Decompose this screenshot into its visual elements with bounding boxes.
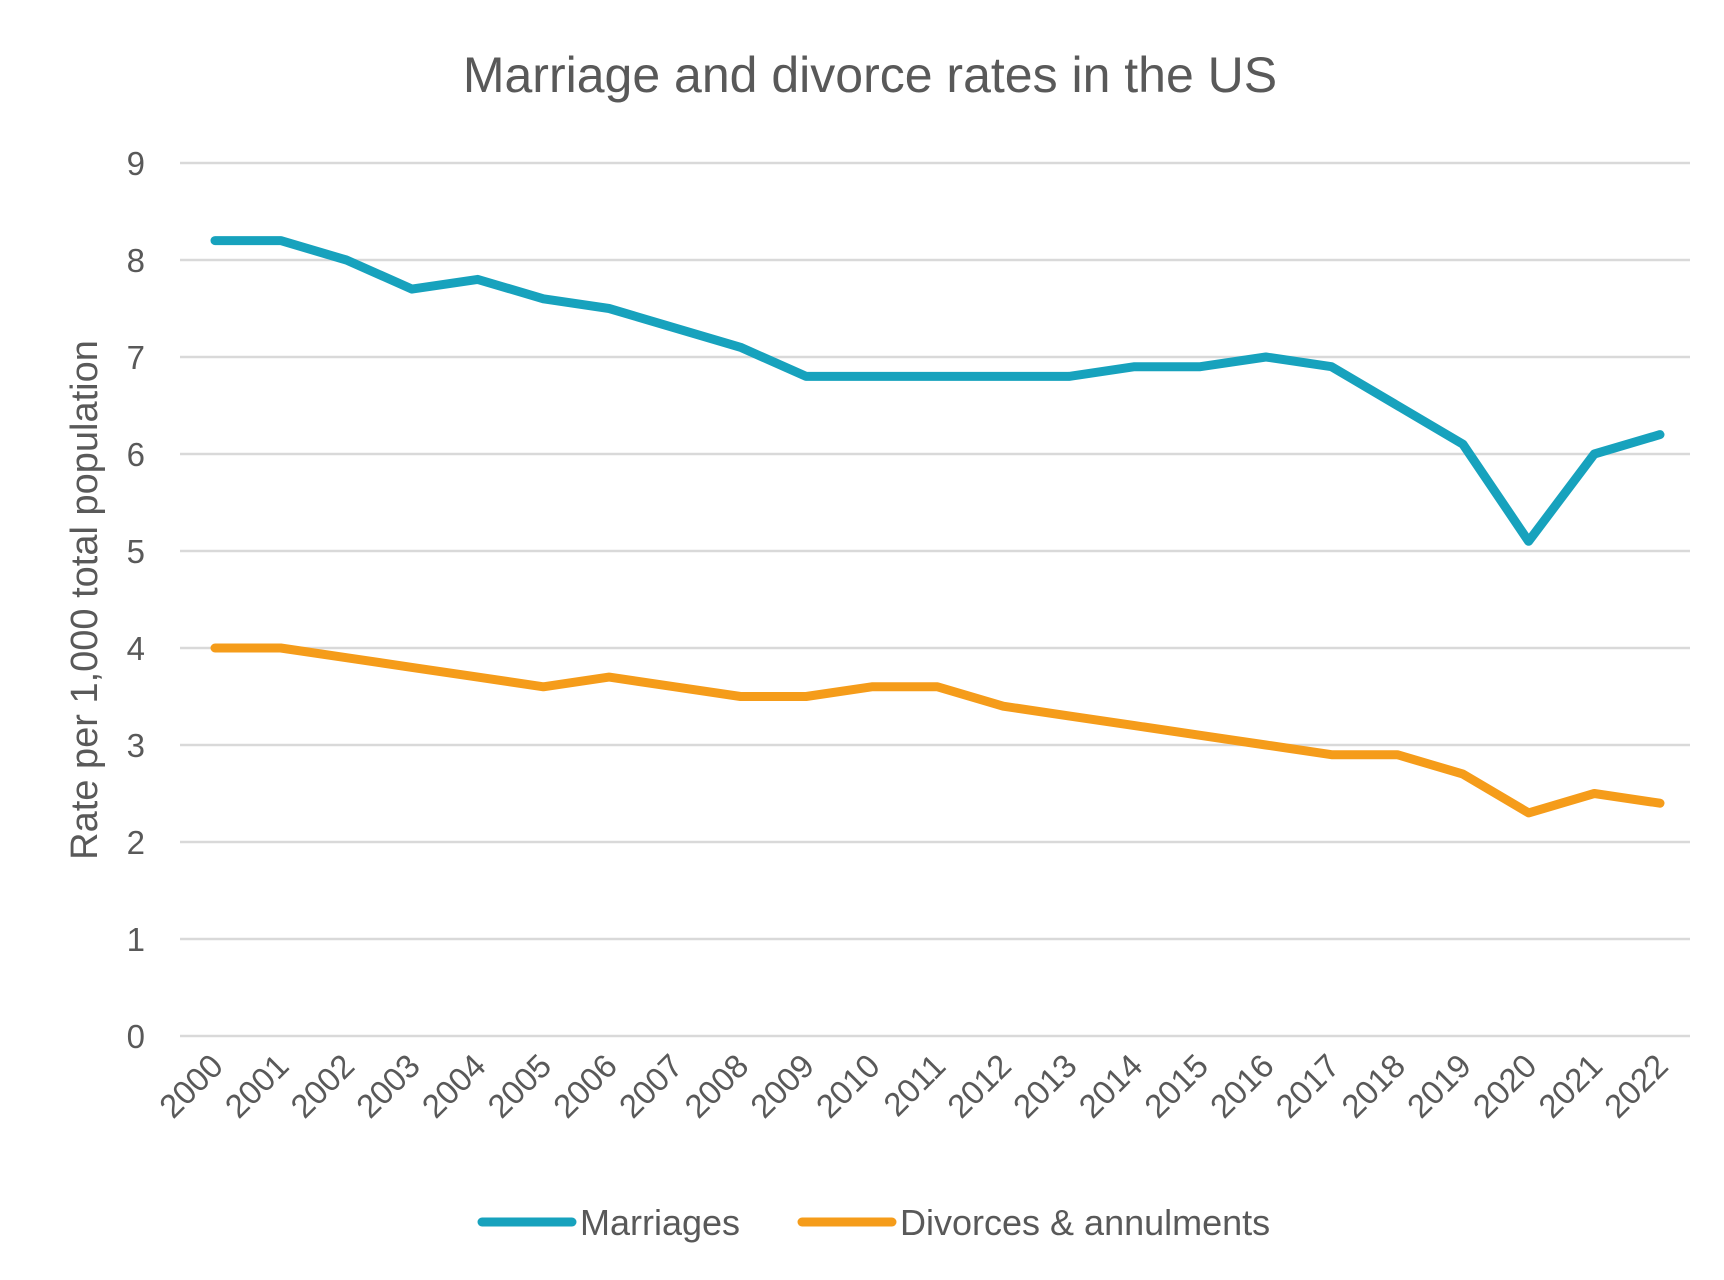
x-tick-label: 2022 [1597,1047,1675,1125]
x-axis-ticks: 2000200120022003200420052006200720082009… [152,1047,1675,1125]
y-tick-label: 1 [127,921,145,958]
x-tick-label: 2015 [1137,1047,1215,1125]
y-axis-title: Rate per 1,000 total population [64,340,106,860]
x-tick-label: 2021 [1531,1047,1609,1125]
x-tick-label: 2018 [1334,1047,1412,1125]
x-tick-label: 2005 [480,1047,558,1125]
x-tick-label: 2009 [743,1047,821,1125]
y-tick-label: 5 [127,533,145,570]
series-line-marriages [210,236,1665,546]
y-tick-label: 2 [127,824,145,861]
x-tick-label: 2016 [1203,1047,1281,1125]
x-tick-label: 2010 [809,1047,887,1125]
y-tick-label: 3 [127,727,145,764]
x-tick-label: 2000 [152,1047,230,1125]
x-tick-label: 2001 [218,1047,296,1125]
x-tick-label: 2006 [546,1047,624,1125]
x-tick-label: 2020 [1466,1047,1544,1125]
x-tick-label: 2017 [1268,1047,1346,1125]
y-axis-ticks: 0 1 2 3 4 5 6 7 8 9 [127,145,145,1055]
series-line-divorces [210,643,1665,818]
y-tick-label: 4 [127,630,145,667]
y-tick-label: 0 [127,1018,145,1055]
x-tick-label: 2014 [1071,1047,1149,1125]
x-tick-label: 2004 [415,1047,493,1125]
x-tick-label: 2002 [283,1047,361,1125]
y-tick-label: 8 [127,242,145,279]
series-lines [210,236,1665,818]
legend-item: Marriages [477,1202,740,1243]
legend-item: Divorces & annulments [797,1202,1270,1243]
x-tick-label: 2007 [612,1047,690,1125]
legend-label: Marriages [580,1202,740,1243]
x-tick-label: 2013 [1006,1047,1084,1125]
x-tick-label: 2019 [1400,1047,1478,1125]
y-tick-label: 6 [127,436,145,473]
x-tick-label: 2011 [876,1047,952,1123]
x-tick-label: 2012 [940,1047,1018,1125]
legend-label: Divorces & annulments [900,1202,1270,1243]
x-tick-label: 2003 [349,1047,427,1125]
legend: Marriages Divorces & annulments [477,1202,1270,1243]
y-tick-label: 9 [127,145,145,182]
gridlines [180,161,1690,1038]
x-tick-label: 2008 [677,1047,755,1125]
y-tick-label: 7 [127,339,145,376]
chart-title: Marriage and divorce rates in the US [463,47,1277,103]
